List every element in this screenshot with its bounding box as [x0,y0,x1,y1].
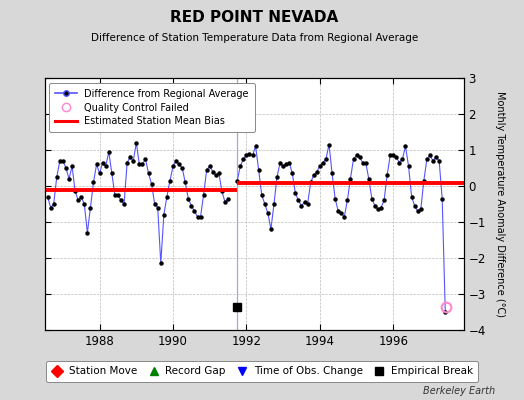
Y-axis label: Monthly Temperature Anomaly Difference (°C): Monthly Temperature Anomaly Difference (… [495,91,506,317]
Legend: Station Move, Record Gap, Time of Obs. Change, Empirical Break: Station Move, Record Gap, Time of Obs. C… [46,361,478,382]
Text: RED POINT NEVADA: RED POINT NEVADA [170,10,339,26]
Legend: Difference from Regional Average, Quality Control Failed, Estimated Station Mean: Difference from Regional Average, Qualit… [49,83,255,132]
Text: Berkeley Earth: Berkeley Earth [423,386,495,396]
Text: Difference of Station Temperature Data from Regional Average: Difference of Station Temperature Data f… [91,33,418,43]
